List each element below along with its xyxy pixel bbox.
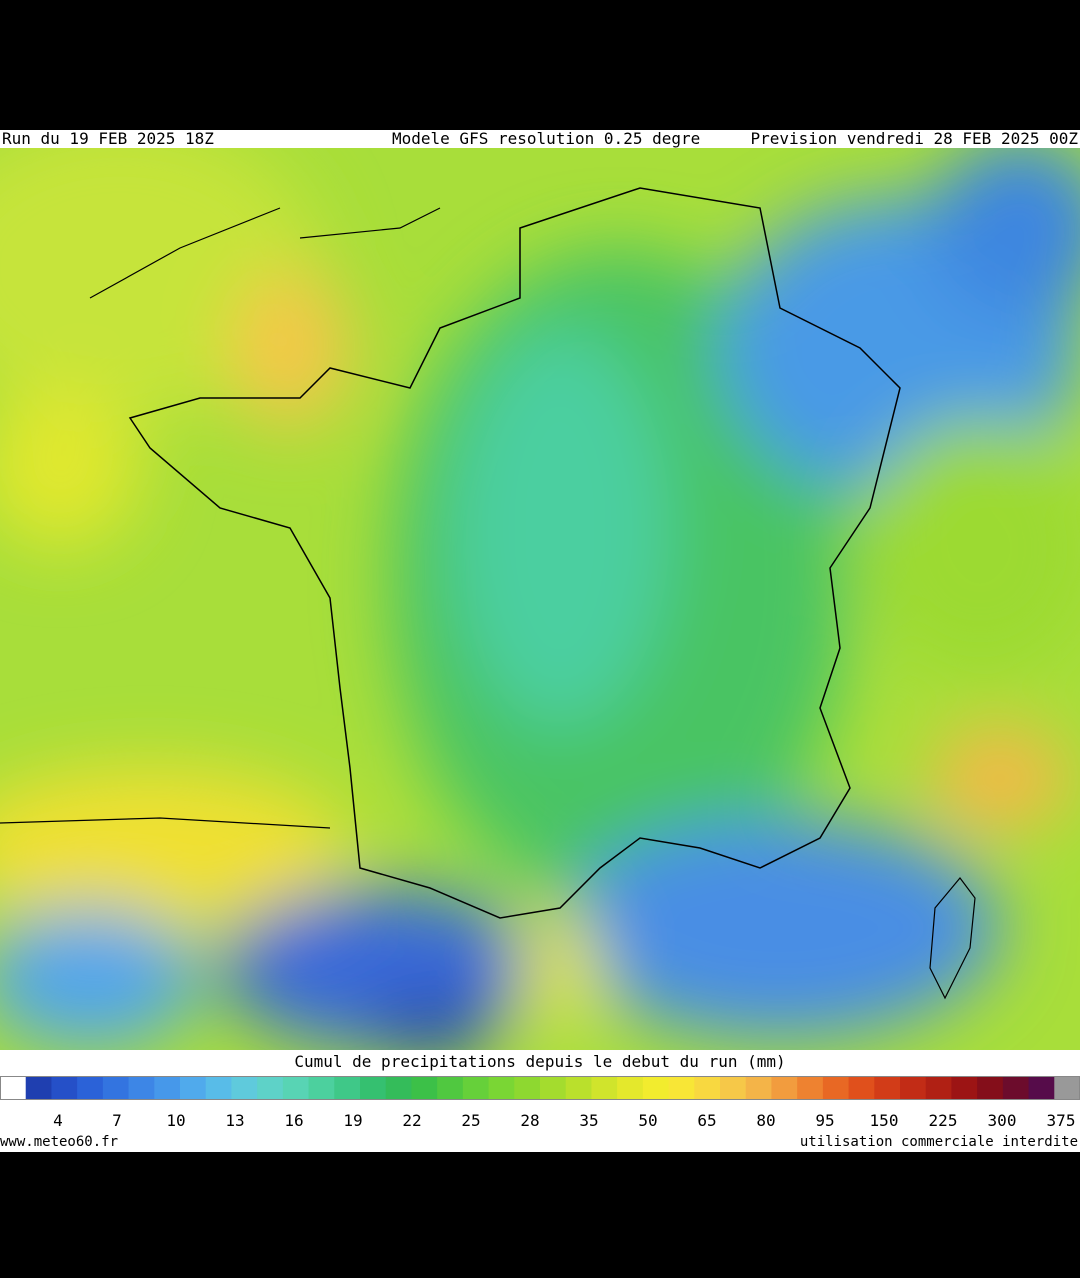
color-swatch [360, 1076, 387, 1100]
color-swatch [128, 1076, 155, 1100]
color-swatch [565, 1076, 592, 1100]
scale-tick-label: 25 [461, 1111, 480, 1130]
color-swatch [154, 1076, 181, 1100]
scale-tick-label: 28 [520, 1111, 539, 1130]
run-label: Run du 19 FEB 2025 18Z [2, 129, 214, 148]
scale-tick-label: 80 [756, 1111, 775, 1130]
color-swatch [385, 1076, 412, 1100]
scale-tick-label: 4 [53, 1111, 63, 1130]
color-swatch [951, 1076, 978, 1100]
color-swatch [694, 1076, 721, 1100]
color-swatch [308, 1076, 335, 1100]
color-swatch [462, 1076, 490, 1100]
color-swatch [411, 1076, 438, 1100]
color-swatch [848, 1076, 875, 1100]
color-swatch [874, 1076, 901, 1100]
color-swatch [205, 1076, 232, 1100]
scale-tick-label: 13 [225, 1111, 244, 1130]
color-swatch [925, 1076, 952, 1100]
forecast-label: Prevision vendredi 28 FEB 2025 00Z [750, 129, 1078, 148]
site-label: www.meteo60.fr [0, 1134, 119, 1150]
legend-title: Cumul de precipitations depuis le debut … [294, 1052, 786, 1071]
color-swatch [514, 1076, 541, 1100]
legend: Cumul de precipitations depuis le debut … [0, 1050, 1080, 1152]
scale-tick-label: 150 [870, 1111, 899, 1130]
color-swatch [642, 1076, 670, 1100]
scale-tick-label: 95 [815, 1111, 834, 1130]
color-swatch [668, 1076, 695, 1100]
color-swatch [720, 1076, 747, 1100]
color-swatch [822, 1076, 850, 1100]
scale-tick-label: 35 [579, 1111, 598, 1130]
color-swatch [540, 1076, 567, 1100]
color-swatch [77, 1076, 104, 1100]
color-swatch [0, 1076, 27, 1100]
color-swatch [797, 1076, 824, 1100]
color-swatch [488, 1076, 515, 1100]
color-swatch [900, 1076, 927, 1100]
color-swatch [180, 1076, 207, 1100]
color-swatch [1028, 1076, 1055, 1100]
color-swatch [977, 1076, 1004, 1100]
color-swatch [257, 1076, 284, 1100]
header-strip: Run du 19 FEB 2025 18Z Modele GFS resolu… [0, 129, 1080, 148]
scale-tick-label: 300 [988, 1111, 1017, 1130]
scale-tick-label: 16 [284, 1111, 303, 1130]
color-swatch [1002, 1076, 1030, 1100]
color-swatch [231, 1076, 258, 1100]
scale-tick-label: 225 [929, 1111, 958, 1130]
color-swatch [334, 1076, 361, 1100]
scale-tick-label: 19 [343, 1111, 362, 1130]
color-swatch [25, 1076, 52, 1100]
precip-map [0, 148, 1080, 1050]
color-swatch [771, 1076, 798, 1100]
color-scale: 4 7 10 13 16 19 22 25 28 35 50 65 80 95 150 225 300 375 [0, 1076, 1080, 1130]
color-swatch [745, 1076, 772, 1100]
color-swatch [617, 1076, 644, 1100]
scale-tick-label: 375 [1047, 1111, 1076, 1130]
color-swatch [102, 1076, 130, 1100]
scale-tick-label: 7 [112, 1111, 122, 1130]
color-swatch [437, 1076, 464, 1100]
color-swatch [591, 1076, 618, 1100]
color-swatch [282, 1076, 310, 1100]
color-swatch [51, 1076, 78, 1100]
scale-tick-label: 10 [166, 1111, 185, 1130]
scale-tick-label: 65 [697, 1111, 716, 1130]
color-swatch [1054, 1076, 1080, 1100]
scale-tick-label: 50 [638, 1111, 657, 1130]
scale-tick-label: 22 [402, 1111, 421, 1130]
notice-label: utilisation commerciale interdite [799, 1134, 1078, 1150]
model-label: Modele GFS resolution 0.25 degre [392, 129, 701, 148]
